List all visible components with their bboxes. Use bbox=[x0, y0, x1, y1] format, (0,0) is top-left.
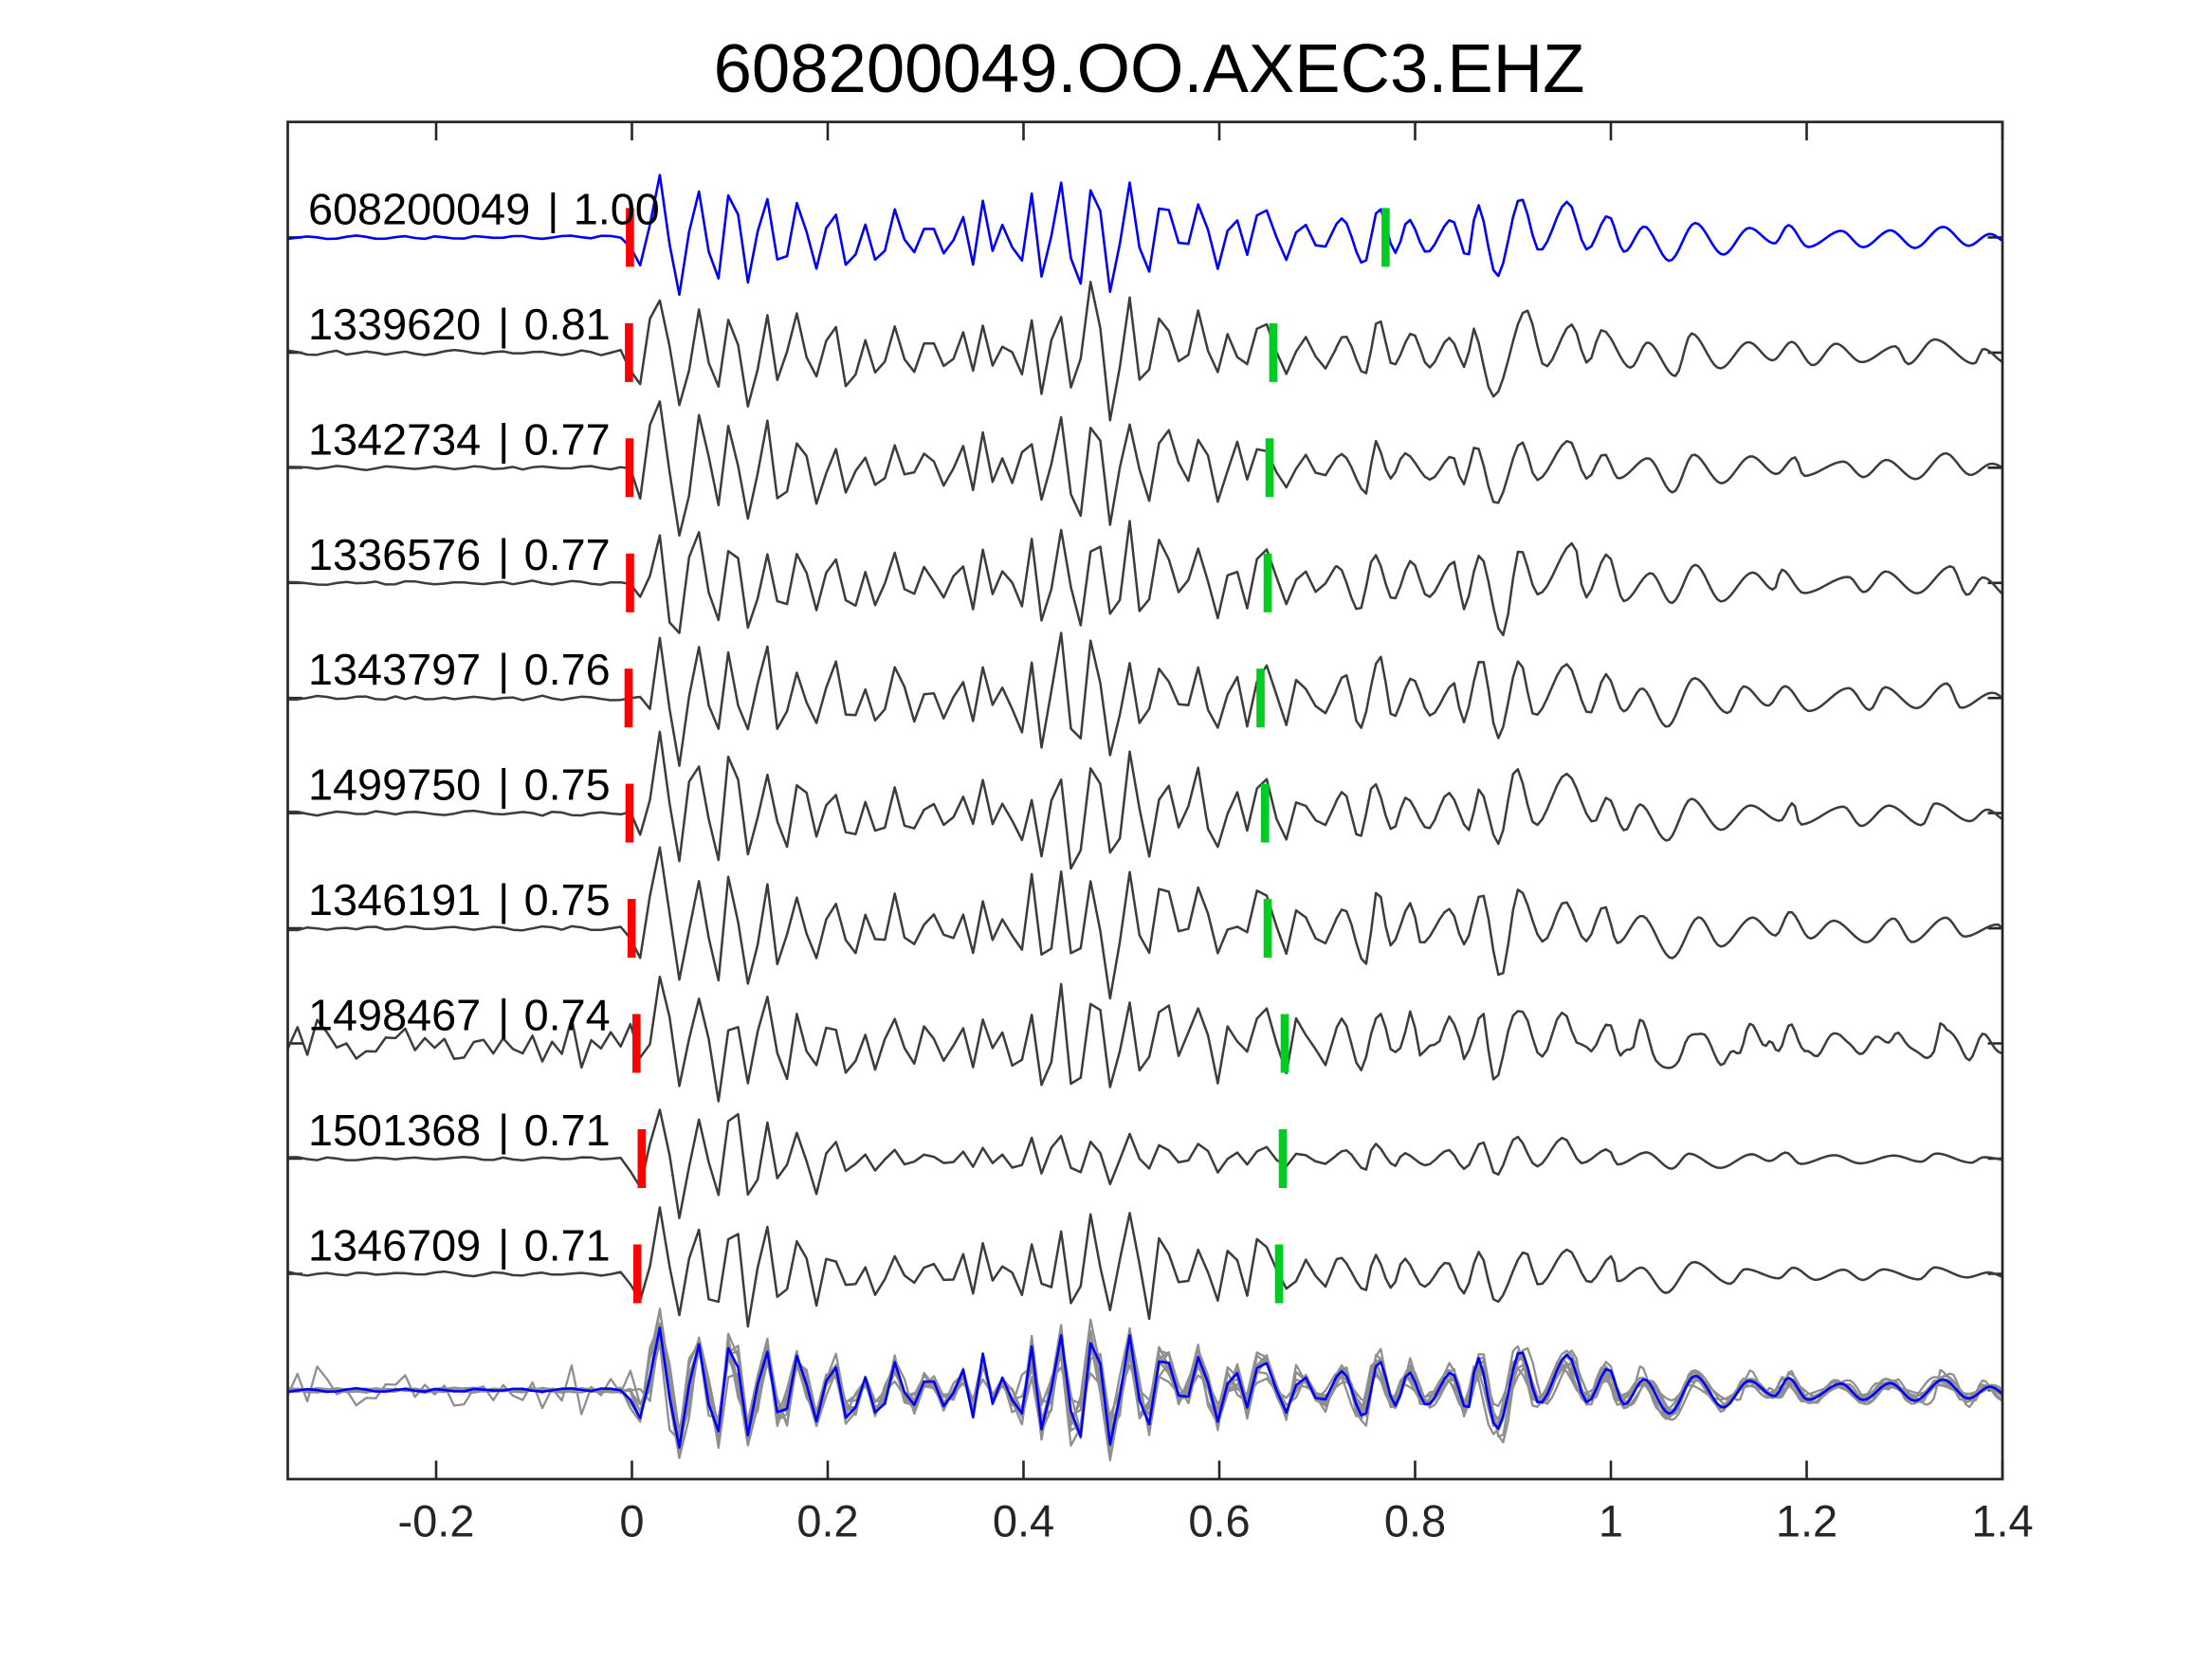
svg-text:0.2: 0.2 bbox=[796, 1496, 858, 1546]
svg-text:1346191|0.75: 1346191 | 0.75 bbox=[308, 875, 611, 924]
svg-text:1498467|0.74: 1498467 | 0.74 bbox=[308, 991, 611, 1040]
svg-text:1.2: 1.2 bbox=[1776, 1496, 1837, 1546]
svg-text:0.6: 0.6 bbox=[1188, 1496, 1250, 1546]
svg-text:-0.2: -0.2 bbox=[398, 1496, 475, 1546]
svg-text:1339620|0.81: 1339620 | 0.81 bbox=[308, 300, 611, 349]
svg-text:1501368|0.71: 1501368 | 0.71 bbox=[308, 1106, 611, 1155]
svg-text:608200049|1.00: 608200049 | 1.00 bbox=[308, 184, 660, 233]
svg-text:1342734|0.77: 1342734 | 0.77 bbox=[308, 414, 611, 464]
svg-text:0: 0 bbox=[619, 1496, 644, 1546]
svg-text:1499750|0.75: 1499750 | 0.75 bbox=[308, 760, 611, 810]
svg-text:0.4: 0.4 bbox=[993, 1496, 1054, 1546]
svg-text:1343797|0.76: 1343797 | 0.76 bbox=[308, 645, 611, 694]
svg-text:1.4: 1.4 bbox=[1971, 1496, 2033, 1546]
svg-text:1: 1 bbox=[1599, 1496, 1623, 1546]
svg-text:608200049.OO.AXEC3.EHZ: 608200049.OO.AXEC3.EHZ bbox=[714, 30, 1585, 107]
svg-text:0.8: 0.8 bbox=[1384, 1496, 1446, 1546]
svg-text:1336576|0.77: 1336576 | 0.77 bbox=[308, 530, 611, 579]
svg-text:1346709|0.71: 1346709 | 0.71 bbox=[308, 1221, 611, 1271]
